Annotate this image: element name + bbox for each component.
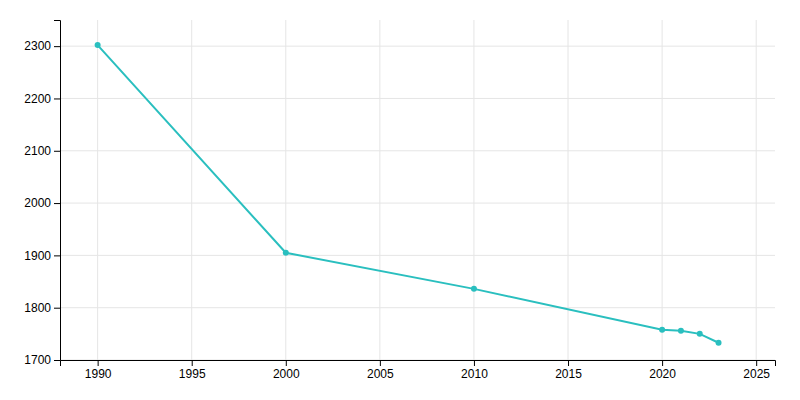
x-tick: 1995 (179, 360, 206, 381)
y-tick-label: 1900 (24, 249, 51, 263)
marks (95, 42, 722, 346)
y-axis-line (54, 21, 61, 361)
x-tick-mark (756, 360, 757, 366)
x-tick-label: 2010 (461, 367, 488, 381)
y-tick-mark (54, 203, 60, 204)
x-tick-label: 2015 (555, 367, 582, 381)
y-tick: 1700 (24, 353, 60, 367)
x-tick-label: 1995 (179, 367, 206, 381)
x-tick-mark (380, 360, 381, 366)
y-tick-mark (54, 308, 60, 309)
x-tick-mark (662, 360, 663, 366)
grid-line-y (60, 150, 775, 151)
grid-line-x (756, 20, 757, 360)
grid-line-y (60, 46, 775, 47)
x-tick-label: 2020 (649, 367, 676, 381)
grid-line-x (662, 20, 663, 360)
x-tick: 2015 (555, 360, 582, 381)
y-tick-mark (54, 151, 60, 152)
x-tick-label: 2000 (273, 367, 300, 381)
y-tick: 2300 (24, 39, 60, 53)
grid (60, 20, 775, 360)
x-tick-label: 2025 (743, 367, 770, 381)
y-axis: 1700 1800 1900 2000 2100 2200 2300 (24, 21, 60, 368)
line (98, 45, 719, 343)
point (471, 286, 477, 292)
y-tick-label: 2300 (24, 39, 51, 53)
x-tick-mark (98, 360, 99, 366)
chart-svg: 1990 1995 2000 2005 2010 2015 2020 2025 1700 1800… (0, 0, 800, 400)
y-tick-mark (54, 255, 60, 256)
x-tick-label: 1990 (85, 367, 112, 381)
grid-line-y (60, 203, 775, 204)
x-tick-mark (474, 360, 475, 366)
point (697, 331, 703, 337)
grid-line-y (60, 255, 775, 256)
y-tick-label: 2000 (24, 196, 51, 210)
grid-line-x (379, 20, 380, 360)
x-tick-mark (286, 360, 287, 366)
y-tick-label: 2100 (24, 144, 51, 158)
x-tick-mark (568, 360, 569, 366)
y-tick-mark (54, 46, 60, 47)
y-tick: 2000 (24, 196, 60, 210)
x-tick: 2000 (273, 360, 300, 381)
y-tick-mark (54, 360, 60, 361)
y-tick-label: 1700 (24, 353, 51, 367)
y-tick-label: 1800 (24, 301, 51, 315)
point (678, 328, 684, 334)
grid-line-x (473, 20, 474, 360)
x-axis-line (61, 361, 776, 367)
grid-line-x (191, 20, 192, 360)
y-tick: 2100 (24, 144, 60, 158)
y-tick: 1800 (24, 301, 60, 315)
x-tick: 2005 (367, 360, 394, 381)
x-tick: 2025 (743, 360, 770, 381)
point (716, 340, 722, 346)
x-tick: 2020 (649, 360, 676, 381)
y-tick-mark (54, 98, 60, 99)
point (95, 42, 101, 48)
x-tick: 1990 (85, 360, 112, 381)
chart-container: 1990 1995 2000 2005 2010 2015 2020 2025 1700 1800… (0, 0, 800, 400)
grid-line-x (97, 20, 98, 360)
plot: 1990 1995 2000 2005 2010 2015 2020 2025 1700 1800… (24, 20, 775, 381)
y-tick-label: 2200 (24, 92, 51, 106)
y-tick: 2200 (24, 92, 60, 106)
x-tick-label: 2005 (367, 367, 394, 381)
point (283, 250, 289, 256)
x-axis: 1990 1995 2000 2005 2010 2015 2020 2025 (61, 360, 776, 381)
grid-line-y (60, 307, 775, 308)
y-tick: 1900 (24, 249, 60, 263)
grid-line-y (60, 98, 775, 99)
x-tick-mark (192, 360, 193, 366)
x-tick: 2010 (461, 360, 488, 381)
grid-line-x (285, 20, 286, 360)
point (659, 327, 665, 333)
